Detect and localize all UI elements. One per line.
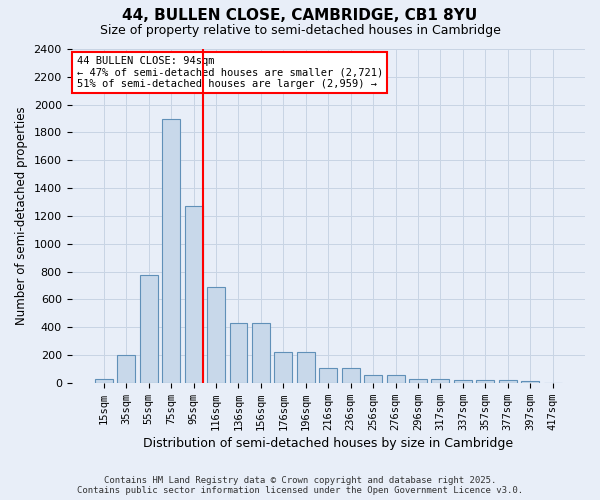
Bar [162,118,180,383]
Text: Size of property relative to semi-detached houses in Cambridge: Size of property relative to semi-detach… [100,24,500,37]
Bar [364,375,382,383]
Bar [521,380,539,383]
Y-axis label: Number of semi-detached properties: Number of semi-detached properties [15,106,28,325]
Bar [476,380,494,383]
Bar [409,378,427,383]
Bar [185,206,203,383]
Bar [274,352,292,383]
Bar [297,352,315,383]
Bar [230,323,247,383]
Bar [207,287,225,383]
Bar [319,368,337,383]
Bar [431,378,449,383]
Bar [252,323,270,383]
X-axis label: Distribution of semi-detached houses by size in Cambridge: Distribution of semi-detached houses by … [143,437,514,450]
Text: 44 BULLEN CLOSE: 94sqm
← 47% of semi-detached houses are smaller (2,721)
51% of : 44 BULLEN CLOSE: 94sqm ← 47% of semi-det… [77,56,383,89]
Text: Contains HM Land Registry data © Crown copyright and database right 2025.
Contai: Contains HM Land Registry data © Crown c… [77,476,523,495]
Bar [342,368,359,383]
Bar [454,380,472,383]
Text: 44, BULLEN CLOSE, CAMBRIDGE, CB1 8YU: 44, BULLEN CLOSE, CAMBRIDGE, CB1 8YU [122,8,478,22]
Bar [499,380,517,383]
Bar [386,375,404,383]
Bar [140,275,158,383]
Bar [95,378,113,383]
Bar [118,355,135,383]
